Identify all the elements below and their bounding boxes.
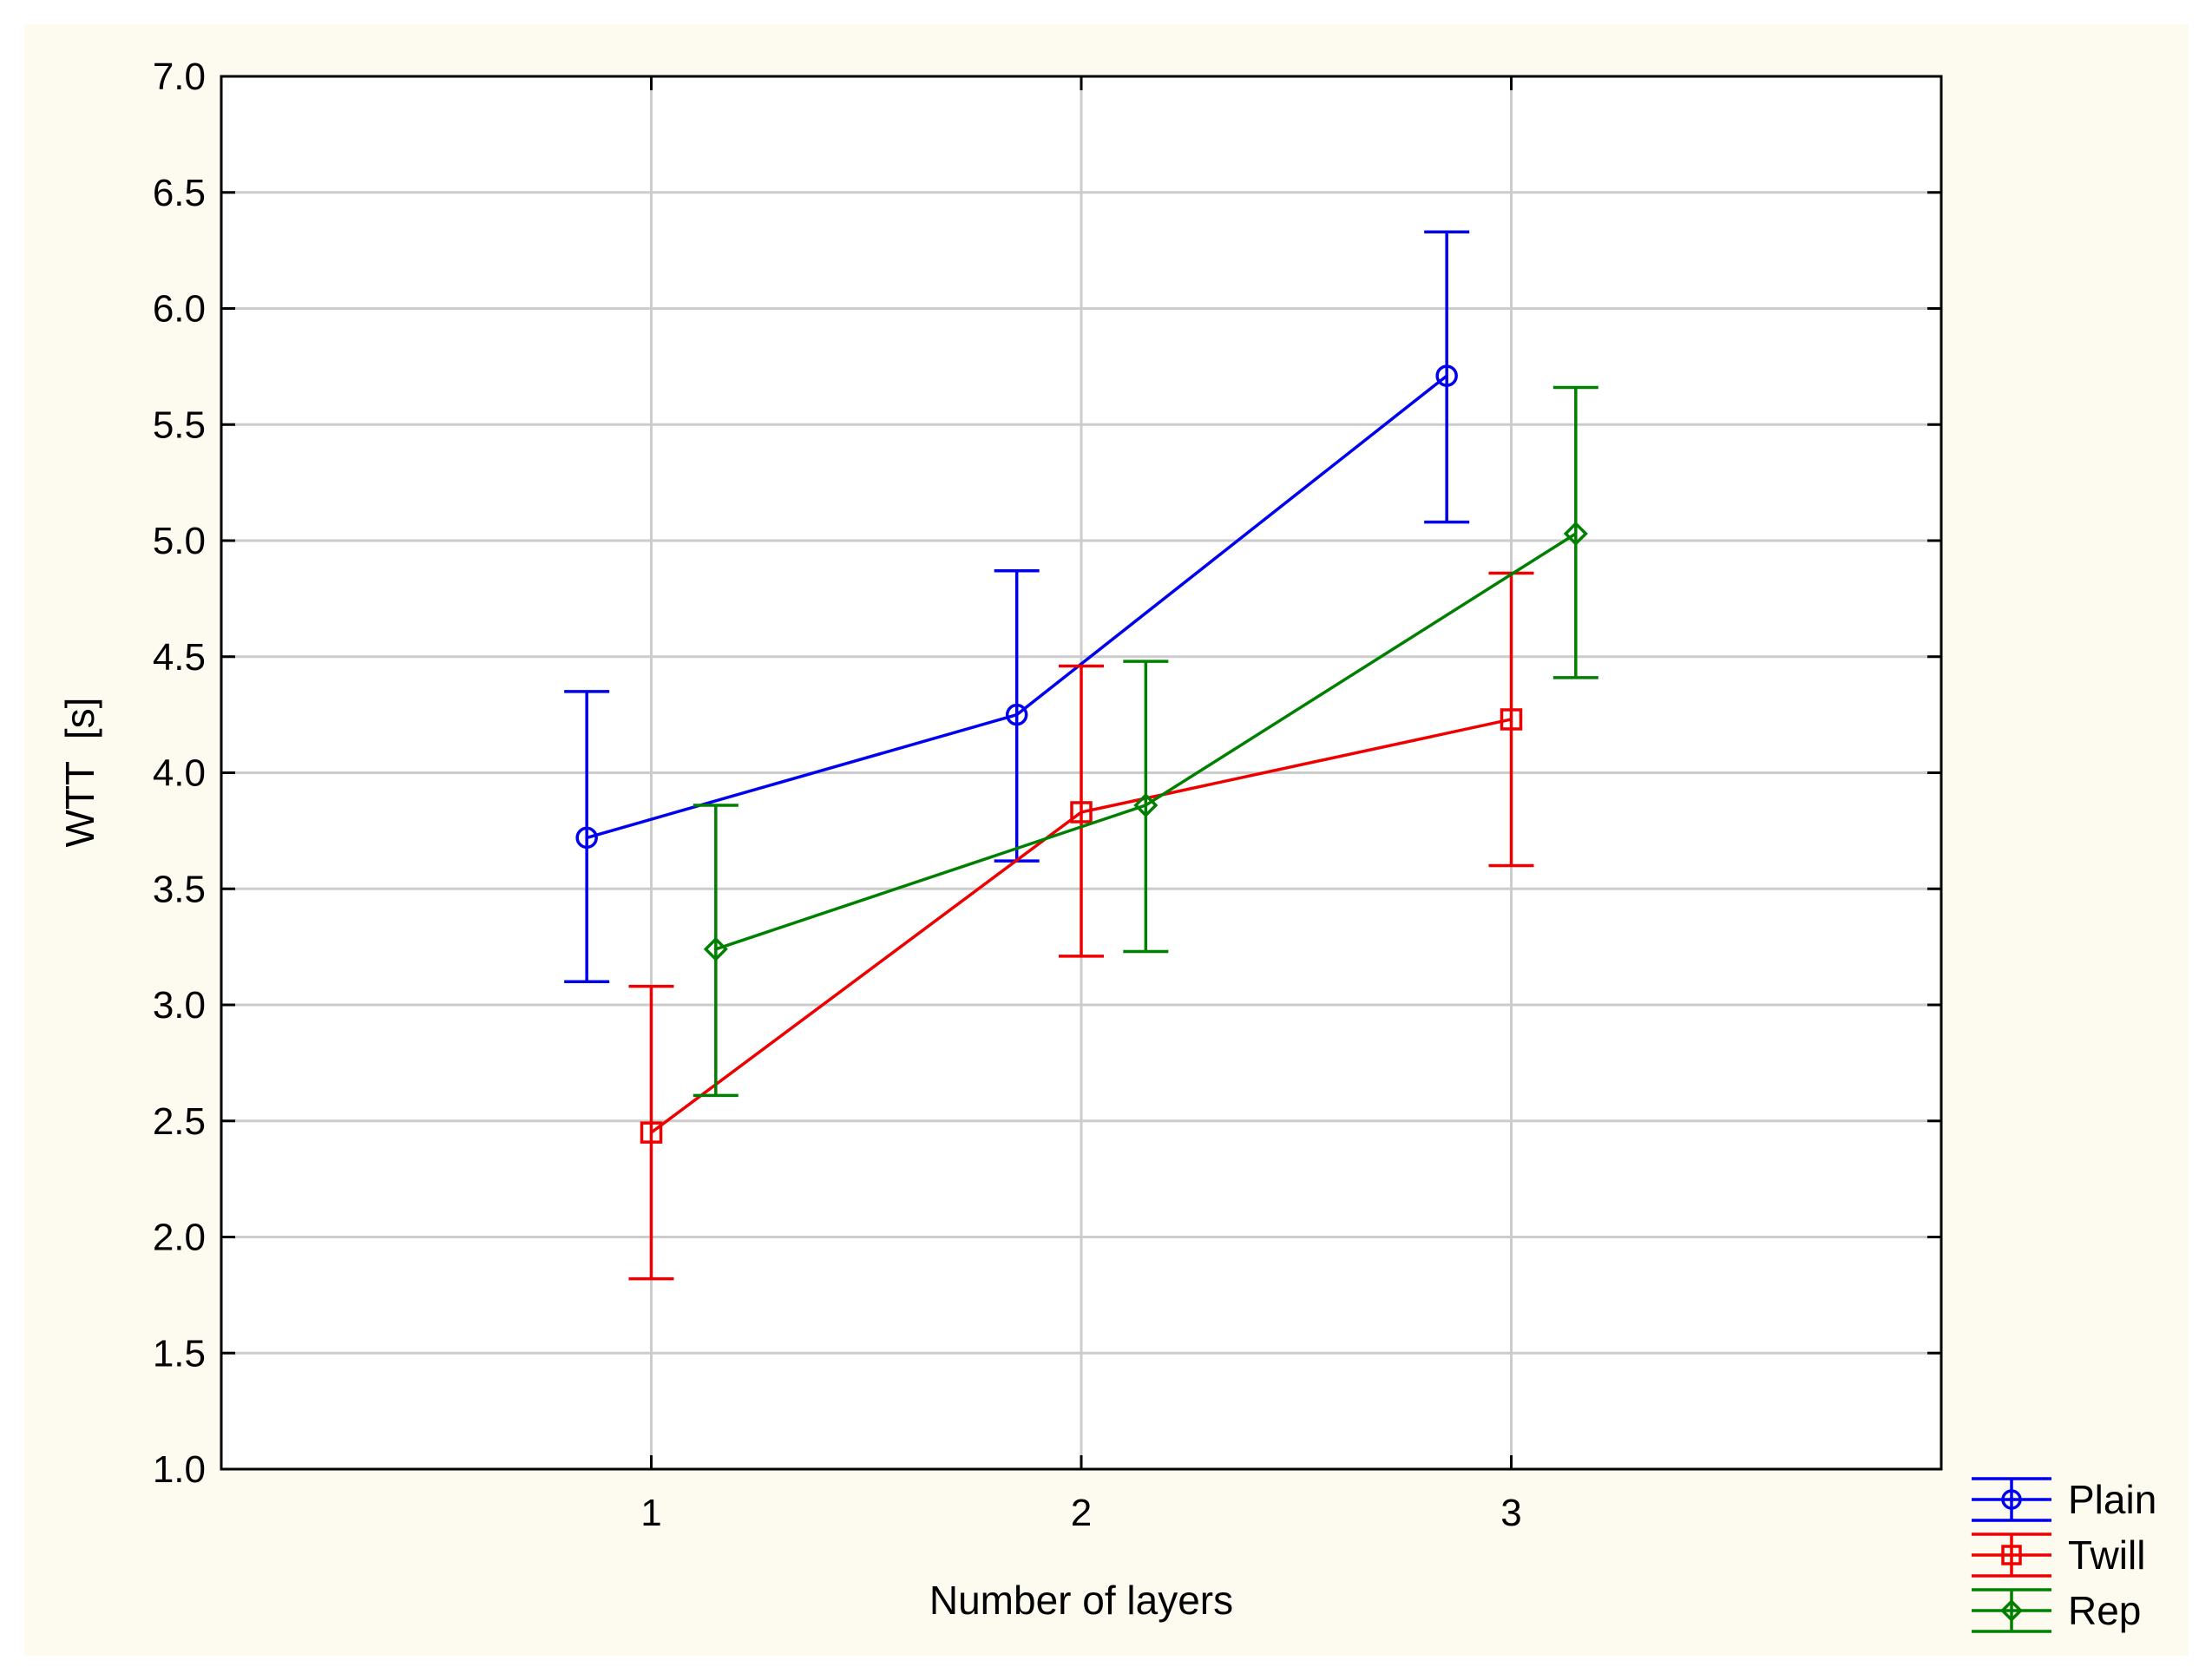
y-tick-label: 2.5 bbox=[153, 1100, 206, 1143]
data-point-rep bbox=[1133, 792, 1159, 817]
data-point-rep bbox=[703, 936, 728, 961]
y-tick-label: 4.0 bbox=[153, 752, 206, 795]
data-point-plain bbox=[1005, 703, 1028, 726]
y-tick-label: 1.5 bbox=[153, 1332, 206, 1375]
x-tick-label: 2 bbox=[1071, 1492, 1092, 1534]
data-point-plain bbox=[1435, 364, 1458, 387]
legend-label-plain: Plain bbox=[2068, 1477, 2156, 1522]
y-tick-label: 4.5 bbox=[153, 636, 206, 679]
y-tick-label: 6.5 bbox=[153, 172, 206, 214]
x-tick-label: 3 bbox=[1500, 1492, 1521, 1534]
data-point-twill bbox=[1500, 708, 1523, 731]
data-point-rep bbox=[1563, 521, 1588, 546]
legend-label-twill: Twill bbox=[2068, 1532, 2145, 1578]
y-tick-label: 5.5 bbox=[153, 404, 206, 446]
data-point-twill bbox=[640, 1121, 663, 1144]
x-tick-label: 1 bbox=[640, 1492, 661, 1534]
error-bar-rep bbox=[1552, 385, 1598, 679]
data-point-twill bbox=[1070, 801, 1093, 824]
legend-item-rep: Rep bbox=[1972, 1588, 2141, 1633]
legend-item-plain: Plain bbox=[1972, 1477, 2156, 1522]
tick-marks bbox=[221, 75, 1941, 1471]
legend-symbol-plain bbox=[1972, 1477, 2051, 1522]
y-tick-label: 5.0 bbox=[153, 520, 206, 562]
y-tick-label: 7.0 bbox=[153, 56, 206, 98]
series-layer bbox=[564, 230, 1598, 1281]
error-bar-plain bbox=[564, 690, 610, 983]
x-tick-labels: 1 2 3 bbox=[640, 1492, 1521, 1534]
grid-lines bbox=[221, 76, 1941, 1469]
error-bar-twill bbox=[628, 984, 674, 1281]
error-bar-twill bbox=[1059, 664, 1104, 958]
y-tick-label: 3.0 bbox=[153, 984, 206, 1027]
series-plain bbox=[564, 230, 1470, 983]
series-twill bbox=[628, 571, 1534, 1281]
y-tick-label: 1.0 bbox=[153, 1448, 206, 1491]
series-rep bbox=[692, 385, 1598, 1098]
error-bar-rep bbox=[692, 804, 738, 1098]
legend-symbol-twill bbox=[1972, 1532, 2051, 1578]
y-tick-label: 2.0 bbox=[153, 1217, 206, 1259]
legend-label-rep: Rep bbox=[2068, 1588, 2141, 1633]
error-bar-rep bbox=[1123, 660, 1169, 954]
data-point-plain bbox=[575, 826, 598, 850]
y-tick-label: 6.0 bbox=[153, 288, 206, 331]
legend-item-twill: Twill bbox=[1972, 1532, 2145, 1578]
legend-symbol-rep bbox=[1972, 1588, 2051, 1633]
y-tick-labels: 1.0 1.5 2.0 2.5 3.0 3.5 4.0 4.5 5.0 5.5 6.0 6.5 7.0 bbox=[153, 56, 206, 1491]
error-bar-plain bbox=[1424, 230, 1470, 524]
y-tick-label: 3.5 bbox=[153, 868, 206, 910]
y-axis-label: WTT [s] bbox=[57, 698, 102, 848]
legend: Plain Twill Rep bbox=[1972, 1477, 2156, 1633]
x-axis-label: Number of layers bbox=[929, 1578, 1233, 1623]
